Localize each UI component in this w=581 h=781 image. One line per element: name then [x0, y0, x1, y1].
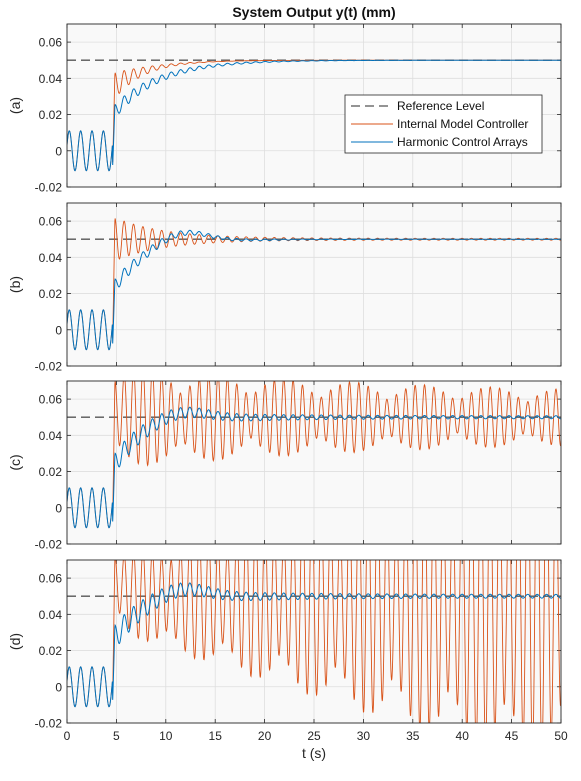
x-tick-label: 20 — [258, 729, 272, 743]
internal-model-controller-line — [67, 560, 561, 723]
panel-b: -0.02 0 0.02 0.04 0.06 (b) — [7, 202, 562, 374]
y-tick-label: 0 — [55, 144, 62, 158]
y-tick-label: 0.04 — [39, 72, 63, 86]
x-tick-label: 50 — [554, 729, 568, 743]
y-tick-label: 0.02 — [39, 644, 63, 658]
panel-frame — [66, 23, 562, 188]
y-axis-label: (c) — [7, 454, 23, 470]
x-tick-label: 10 — [159, 729, 173, 743]
harmonic-control-arrays-line — [67, 582, 561, 708]
panel-frame — [66, 559, 562, 724]
harmonic-control-arrays-line — [67, 229, 561, 351]
plot-area — [67, 381, 561, 529]
plot-area — [67, 218, 561, 351]
y-axis-label: (d) — [7, 633, 23, 650]
y-tick-label: 0.06 — [39, 215, 63, 229]
legend-label: Internal Model Controller — [397, 117, 528, 131]
chart-title: System Output y(t) (mm) — [232, 4, 395, 20]
harmonic-control-arrays-line — [67, 59, 561, 172]
y-tick-label: 0.04 — [39, 429, 63, 443]
y-axis-label: (b) — [7, 276, 23, 293]
y-tick-label: 0.04 — [39, 251, 63, 265]
x-axis-label: t (s) — [302, 745, 326, 761]
y-tick-label: 0.04 — [39, 608, 63, 622]
x-tick-label: 35 — [406, 729, 420, 743]
x-tick-label: 45 — [505, 729, 519, 743]
y-tick-label: 0.06 — [39, 36, 63, 50]
y-axis-label: (a) — [7, 97, 23, 114]
y-tick-label: -0.02 — [35, 181, 63, 195]
x-tick-label: 5 — [113, 729, 120, 743]
x-tick-label: 40 — [456, 729, 470, 743]
y-tick-label: -0.02 — [35, 538, 63, 552]
plot-area — [67, 560, 561, 723]
panel-c: -0.02 0 0.02 0.04 0.06 (c) — [7, 380, 562, 552]
panel-frame — [66, 202, 562, 367]
y-tick-label: 0.06 — [39, 393, 63, 407]
panel-frame — [66, 380, 562, 545]
x-tick-label: 0 — [64, 729, 71, 743]
legend-label: Reference Level — [397, 99, 484, 113]
panel-d: -0.02 0 0.02 0.04 0.06 (d) — [7, 559, 562, 731]
y-tick-label: 0.02 — [39, 108, 63, 122]
y-tick-label: 0 — [55, 323, 62, 337]
x-tick-label: 25 — [307, 729, 321, 743]
plot-area — [67, 59, 561, 172]
internal-model-controller-line — [67, 381, 561, 529]
x-tick-label: 30 — [357, 729, 371, 743]
y-tick-label: -0.02 — [35, 717, 63, 731]
legend-label: Harmonic Control Arrays — [397, 135, 528, 149]
legend: Reference Level Internal Model Controller… — [344, 94, 543, 154]
y-tick-label: 0.02 — [39, 287, 63, 301]
y-tick-label: -0.02 — [35, 360, 63, 374]
harmonic-control-arrays-line — [67, 406, 561, 529]
x-tick-label: 15 — [209, 729, 223, 743]
y-tick-label: 0 — [55, 501, 62, 515]
y-tick-label: 0.02 — [39, 465, 63, 479]
y-tick-label: 0 — [55, 680, 62, 694]
y-tick-label: 0.06 — [39, 572, 63, 586]
